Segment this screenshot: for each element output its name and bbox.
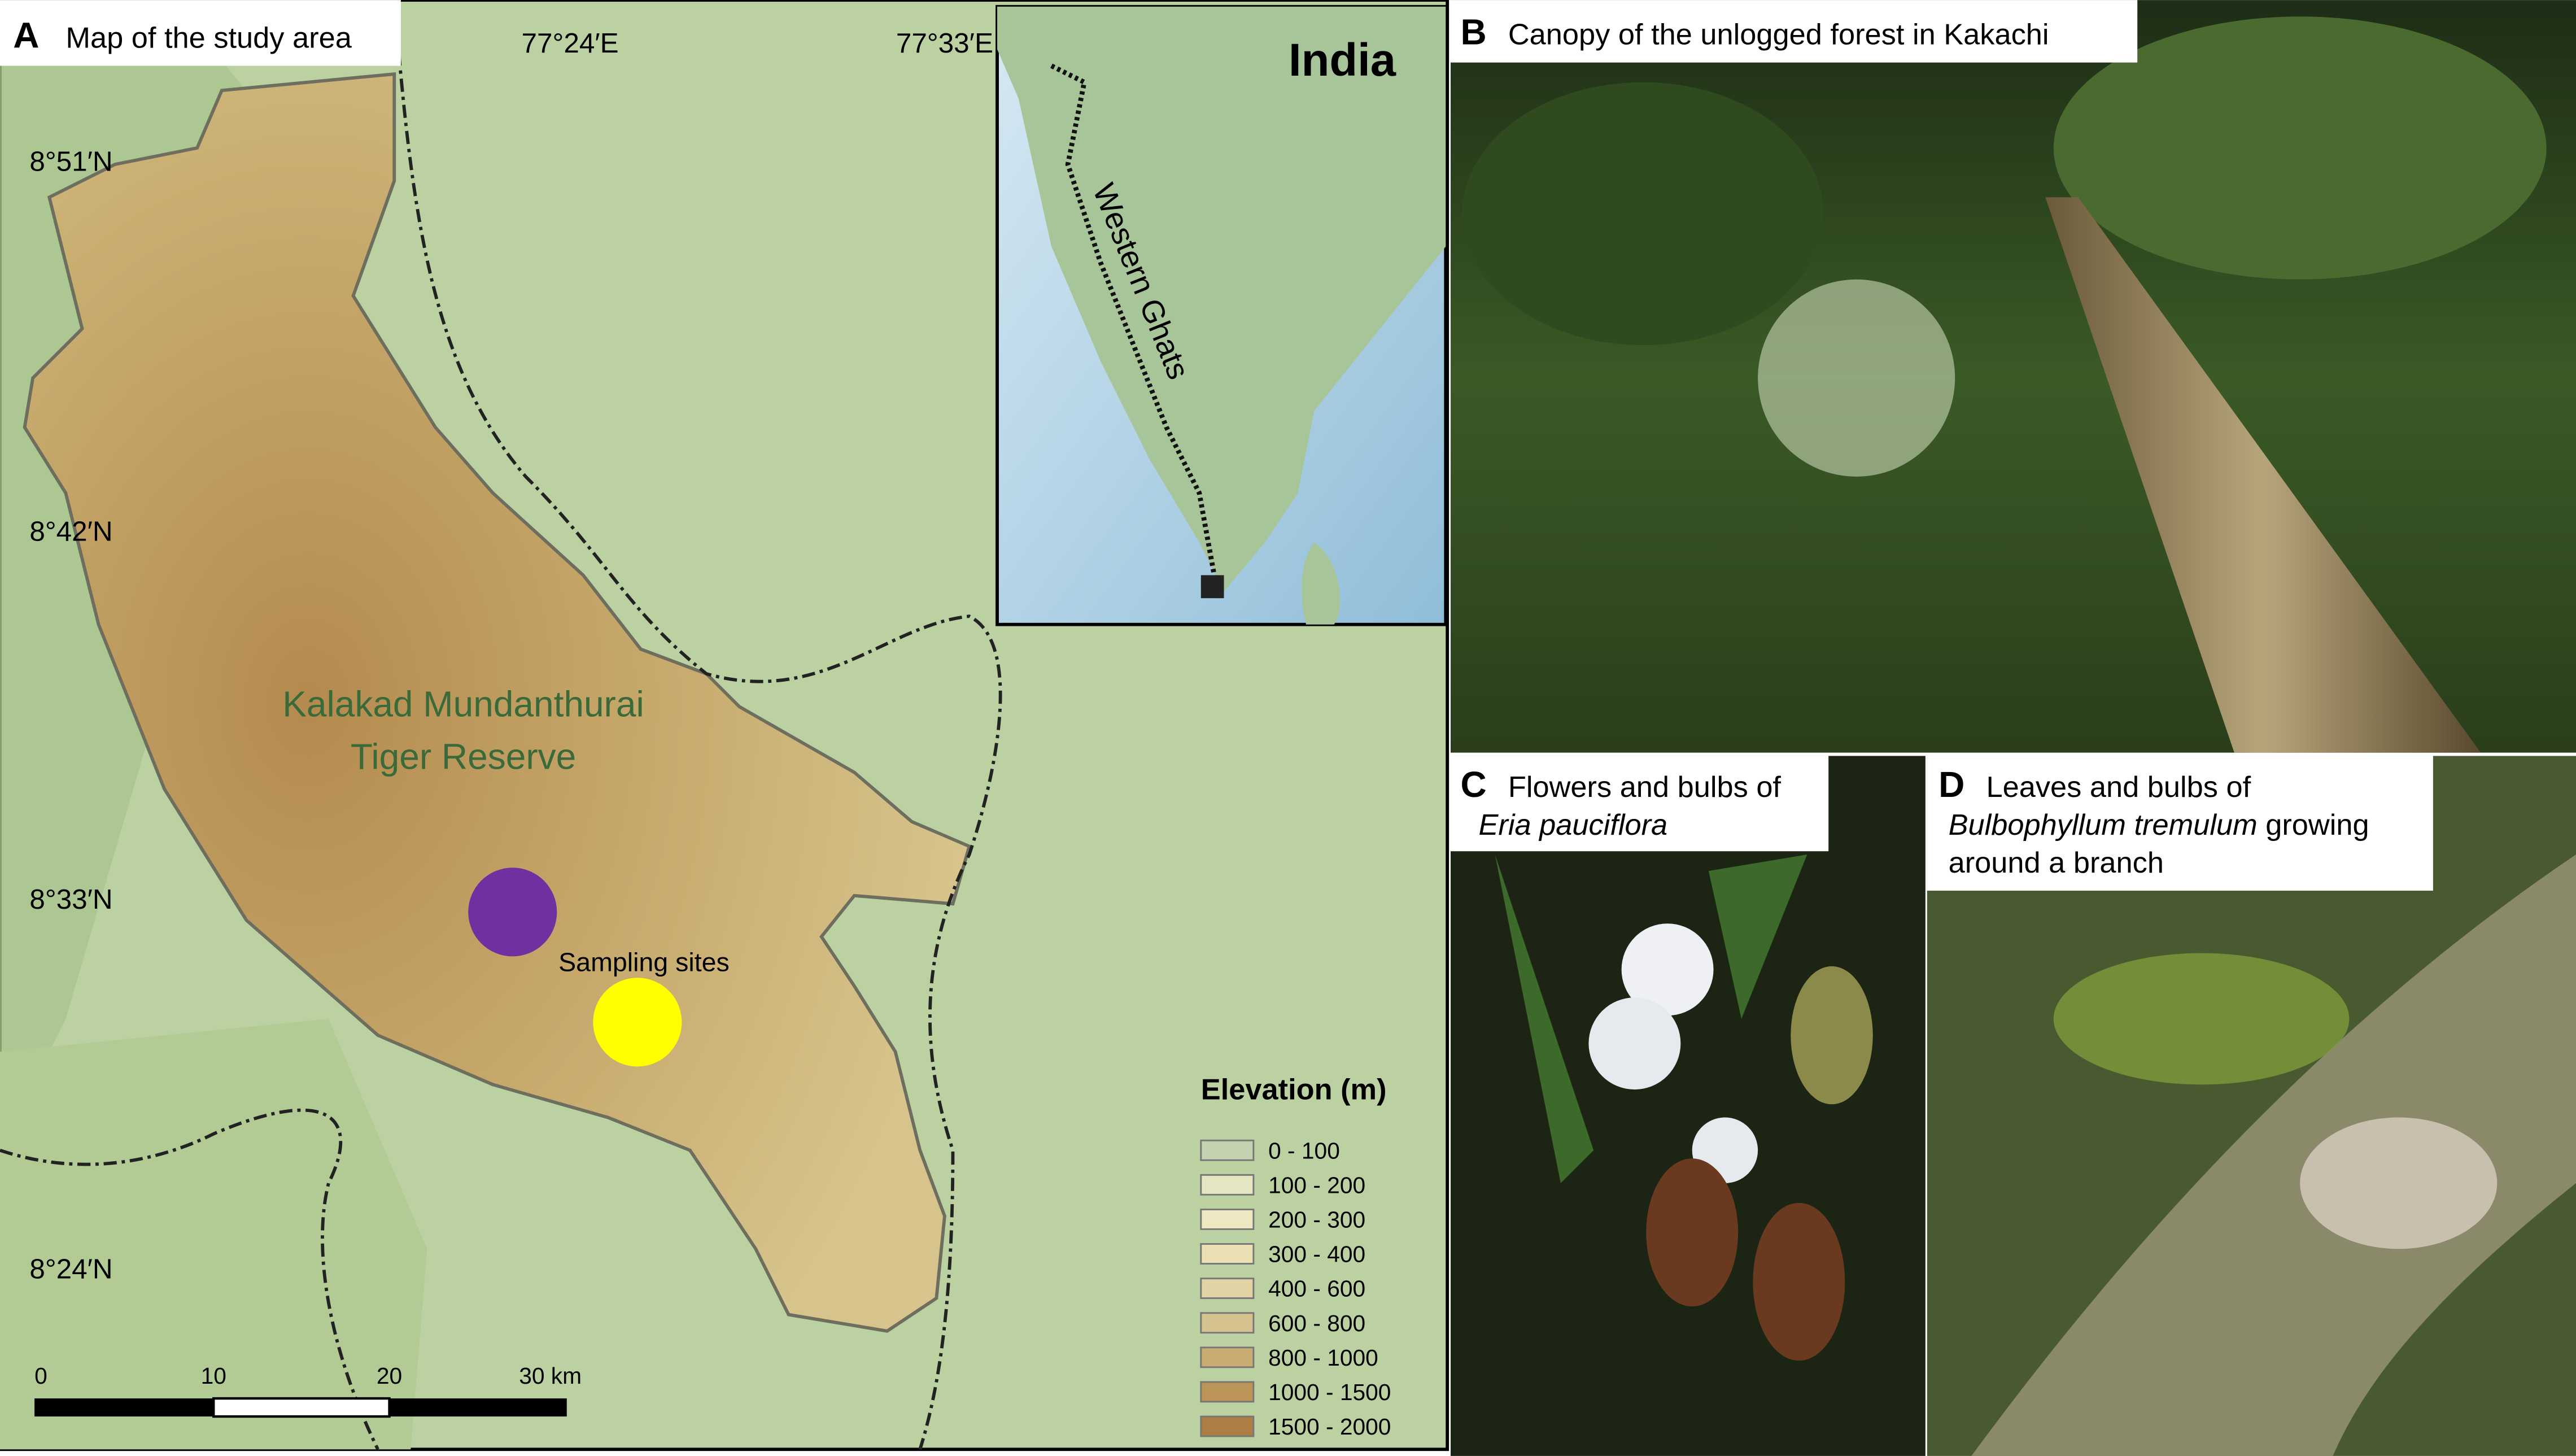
legend-swatch <box>1200 1381 1255 1403</box>
species-name: Bulbophyllum tremulum <box>1949 809 2258 842</box>
title-line: Bulbophyllum tremulum growing <box>1949 809 2369 842</box>
scale-segment <box>212 1397 391 1418</box>
species-name: Eria pauciflora <box>1478 809 1667 842</box>
foliage <box>2053 16 2547 280</box>
flower <box>1588 997 1681 1090</box>
scale-segment <box>34 1398 214 1417</box>
panel-a: A Map of the study area 77°24′E 77°33′E … <box>0 0 1449 1451</box>
legend-swatch <box>1200 1174 1255 1196</box>
legend-swatch <box>1200 1209 1255 1230</box>
panel-letter: D <box>1938 764 1964 805</box>
boundary <box>0 1108 379 1450</box>
bulb <box>1791 966 1873 1105</box>
legend-label: 300 - 400 <box>1268 1241 1365 1267</box>
title-box <box>1451 756 1829 852</box>
land <box>997 6 1446 592</box>
legend-swatch <box>1200 1139 1255 1161</box>
inset-map: India Western Ghats <box>996 5 1448 626</box>
legend-swatch <box>1200 1278 1255 1300</box>
reserve-area <box>23 72 972 1333</box>
moss <box>2053 953 2350 1085</box>
panel-letter: C <box>1460 764 1486 805</box>
legend: 0 - 100 100 - 200 200 - 300 300 - 400 400 - … <box>1200 1137 1391 1440</box>
panel-b: B Canopy of the unlogged forest in Kakac… <box>1451 0 2576 753</box>
title-box <box>1451 0 2138 63</box>
scale-label: 20 <box>377 1363 402 1389</box>
legend-label: 1500 - 2000 <box>1268 1414 1391 1440</box>
legend-swatch <box>1200 1415 1255 1437</box>
terrain-south <box>0 1018 427 1450</box>
foliage <box>1462 82 1824 346</box>
bark <box>2300 1117 2498 1249</box>
legend-label: 0 - 100 <box>1268 1137 1340 1163</box>
longitude-label: 77°24′E <box>522 28 619 59</box>
scale-label: 30 km <box>519 1363 582 1389</box>
panel-c: C Flowers and bulbs of Eria pauciflora <box>1451 756 1926 1456</box>
boundary <box>392 0 1002 1450</box>
legend-label: 200 - 300 <box>1268 1206 1365 1232</box>
study-area-box <box>1200 575 1224 599</box>
reserve-name: Tiger Reserve <box>351 736 577 777</box>
scale-label: 0 <box>34 1363 47 1389</box>
latitude-label: 8°24′N <box>29 1254 112 1285</box>
legend-swatch <box>1200 1346 1255 1368</box>
legend-swatch <box>1200 1312 1255 1334</box>
leaf <box>1495 855 1594 1183</box>
sampling-site <box>593 978 682 1067</box>
sampling-sites-label: Sampling sites <box>558 948 730 977</box>
bulb <box>1646 1158 1739 1307</box>
longitude-label: 77°33′E <box>896 28 993 59</box>
reserve-name: Kalakad Mundanthurai <box>282 684 644 725</box>
title-box <box>0 0 401 66</box>
scale-bar: 0 10 20 30 km <box>34 1363 582 1418</box>
trunk <box>2045 197 2481 753</box>
legend-title: Elevation (m) <box>1201 1074 1387 1106</box>
latitude-label: 8°42′N <box>29 516 112 547</box>
leaf <box>1708 855 1807 1019</box>
title-box <box>1927 756 2433 891</box>
flower <box>1621 923 1714 1016</box>
panel-d: D Leaves and bulbs of Bulbophyllum tremu… <box>1927 756 2576 1456</box>
panel-title: Canopy of the unlogged forest in Kakachi <box>1508 19 2049 51</box>
legend-label: 1000 - 1500 <box>1268 1379 1391 1405</box>
western-ghats-outline <box>1050 63 1219 584</box>
bulb <box>1753 1202 1845 1361</box>
legend-swatch <box>1200 1243 1255 1265</box>
panel-title: Leaves and bulbs of <box>1986 771 2251 804</box>
panel-title: Flowers and bulbs of <box>1508 771 1782 804</box>
legend-label: 100 - 200 <box>1268 1172 1365 1198</box>
branch <box>1971 855 2576 1456</box>
latitude-label: 8°33′N <box>29 884 112 915</box>
title-line: around a branch <box>1949 847 2164 879</box>
sky-gap <box>1758 279 1955 477</box>
legend-label: 800 - 1000 <box>1268 1345 1378 1371</box>
legend-label: 400 - 600 <box>1268 1276 1365 1302</box>
latitude-label: 8°51′N <box>29 146 112 177</box>
sampling-site <box>468 868 557 957</box>
legend-label: 600 - 800 <box>1268 1310 1365 1336</box>
title-rest: growing <box>2265 809 2369 842</box>
photo <box>1451 756 1926 1456</box>
panel-title: Map of the study area <box>66 21 352 54</box>
inset-country: India <box>1289 34 1396 86</box>
scale-segment <box>389 1398 567 1417</box>
panel-letter: A <box>13 15 39 55</box>
panel-letter: B <box>1460 12 1486 53</box>
scale-label: 10 <box>201 1363 226 1389</box>
sri-lanka <box>1302 542 1341 625</box>
